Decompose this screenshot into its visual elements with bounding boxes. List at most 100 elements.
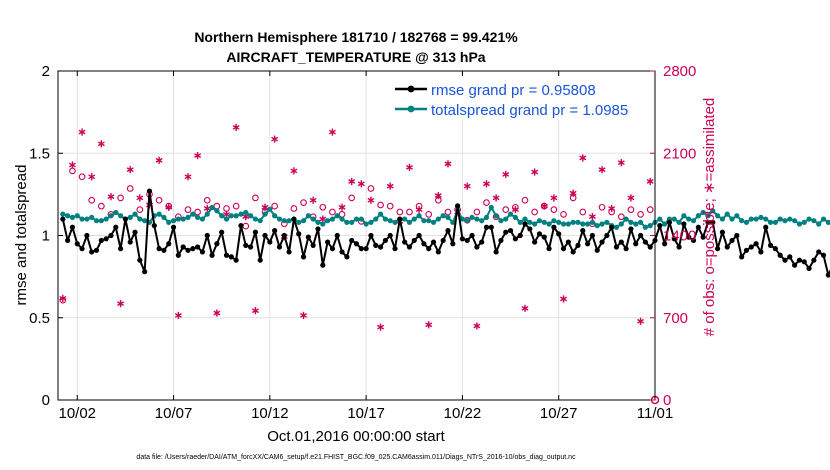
obs-assimilated-stroke	[251, 308, 259, 314]
obs-possible-point	[406, 208, 413, 216]
obs-assimilated-point	[434, 191, 442, 200]
obs-possible-point	[126, 185, 134, 192]
totalspread-point	[252, 216, 258, 222]
totalspread-point	[570, 219, 576, 225]
rmse-point	[247, 244, 254, 250]
rmse-point	[556, 231, 562, 237]
rmse-point	[310, 242, 316, 248]
rmse-point	[493, 249, 499, 255]
totalspread-point	[633, 221, 639, 227]
totalspread-point	[483, 214, 490, 221]
totalspread-point	[450, 219, 456, 225]
totalspread-point	[156, 211, 162, 217]
obs-assimilated-stroke	[117, 301, 125, 307]
totalspread-point	[392, 219, 398, 225]
totalspread-point	[662, 221, 668, 227]
obs-assimilated-stroke	[309, 197, 317, 203]
totalspread-point	[204, 211, 210, 217]
rmse-point	[84, 232, 90, 239]
rmse-point	[353, 241, 360, 247]
totalspread-point	[459, 216, 466, 222]
rmse-point	[315, 226, 321, 232]
totalspread-point	[676, 219, 682, 225]
totalspread-point	[79, 216, 85, 222]
rmse-point	[782, 257, 788, 263]
obs-possible-point	[348, 194, 356, 202]
obs-assimilated-stroke	[328, 129, 336, 135]
obs-assimilated-point	[367, 196, 375, 204]
totalspread-point	[368, 219, 374, 225]
obs-assimilated-point	[627, 194, 635, 202]
obs-assimilated-point	[88, 173, 96, 181]
obs-assimilated-stroke	[271, 136, 279, 142]
rmse-point	[117, 246, 124, 252]
obs-assimilated-stroke	[213, 310, 221, 316]
x-tick-label: 10/22	[444, 405, 482, 422]
obs-assimilated-point	[637, 317, 645, 325]
chart-legend: rmse grand pr = 0.95808 totalspread gran…	[391, 76, 651, 120]
obs-assimilated-point	[261, 203, 269, 211]
totalspread-point	[811, 218, 817, 224]
totalspread-point	[700, 209, 706, 216]
obs-possible-point	[386, 202, 394, 210]
totalspread-point	[373, 216, 379, 222]
y-axis-label: rmse and totalspread	[13, 165, 30, 306]
obs-assimilated-point	[444, 160, 452, 168]
totalspread-point	[113, 209, 119, 216]
totalspread-point	[536, 218, 543, 224]
rmse-point	[604, 232, 610, 239]
obs-possible-point	[319, 203, 327, 211]
obs-assimilated-point	[78, 128, 86, 136]
totalspread-point	[541, 219, 547, 225]
rmse-point	[170, 224, 177, 230]
totalspread-point	[296, 219, 302, 225]
rmse-point	[416, 232, 422, 239]
rmse-point	[233, 257, 239, 263]
totalspread-point	[507, 211, 514, 217]
obs-assimilated-point	[126, 166, 134, 174]
rmse-point	[739, 254, 745, 260]
rmse-point	[219, 229, 225, 235]
obs-assimilated-stroke	[425, 322, 433, 328]
rmse-point	[560, 246, 567, 252]
obs-assimilated-stroke	[357, 181, 365, 187]
totalspread-point	[228, 213, 234, 219]
totalspread-point	[681, 213, 687, 219]
totalspread-point	[739, 218, 745, 224]
totalspread-point	[382, 216, 388, 222]
rmse-point	[156, 246, 162, 252]
rmse-point	[459, 236, 466, 242]
obs-assimilated-point	[588, 213, 596, 221]
obs-assimilated-stroke	[242, 214, 250, 220]
rmse-point	[618, 239, 624, 245]
rmse-point	[320, 262, 326, 268]
obs-assimilated-point	[357, 180, 365, 188]
obs-possible-point	[598, 203, 606, 211]
totalspread-point	[89, 214, 95, 221]
obs-assimilated-stroke	[377, 324, 385, 330]
totalspread-point	[469, 214, 475, 221]
chart-subtitle: AIRCRAFT_TEMPERATURE @ 313 hPa	[226, 49, 485, 65]
x-tick-label: 11/01	[637, 405, 673, 422]
obs-possible-point	[502, 206, 510, 213]
rmse-point	[175, 252, 181, 258]
obs-assimilated-point	[174, 311, 182, 319]
totalspread-point	[729, 216, 735, 222]
rmse-point	[657, 223, 663, 229]
rmse-point	[108, 232, 114, 239]
obs-assimilated-stroke	[59, 295, 67, 301]
totalspread-point	[300, 218, 307, 224]
totalspread-point	[816, 221, 822, 227]
rmse-point	[584, 241, 591, 247]
rmse-point	[690, 237, 697, 244]
totalspread-point	[137, 216, 143, 222]
rmse-point	[402, 239, 408, 245]
rmse-point	[344, 254, 350, 260]
rmse-point	[349, 237, 355, 244]
rmse-point	[243, 242, 249, 248]
rmse-point	[103, 236, 109, 242]
obs-assimilated-stroke	[126, 167, 134, 173]
totalspread-point	[820, 216, 827, 222]
y-right-tick-label: 700	[663, 310, 688, 327]
obs-possible-point	[117, 194, 124, 202]
